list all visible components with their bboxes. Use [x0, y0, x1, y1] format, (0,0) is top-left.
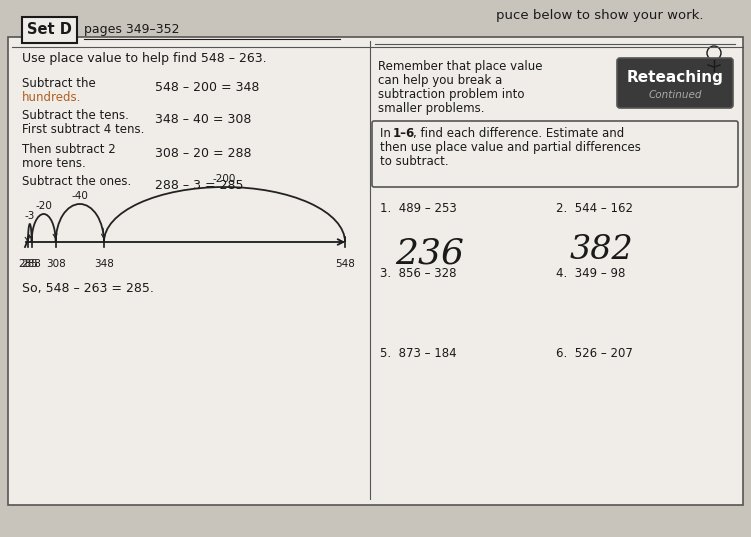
FancyBboxPatch shape: [22, 17, 77, 43]
Text: 382: 382: [570, 234, 634, 266]
Text: 1–6: 1–6: [393, 127, 415, 140]
Text: 3.  856 – 328: 3. 856 – 328: [380, 267, 457, 280]
Text: Subtract the tens.: Subtract the tens.: [22, 109, 129, 122]
Text: Use place value to help find 548 – 263.: Use place value to help find 548 – 263.: [22, 52, 267, 65]
Text: 236: 236: [395, 236, 464, 270]
Text: hundreds.: hundreds.: [22, 91, 81, 104]
Text: 285: 285: [18, 259, 38, 269]
Text: 288: 288: [22, 259, 41, 269]
Text: In: In: [380, 127, 394, 140]
Text: Then subtract 2: Then subtract 2: [22, 143, 116, 156]
Text: subtraction problem into: subtraction problem into: [378, 88, 524, 101]
FancyBboxPatch shape: [8, 37, 743, 505]
Text: pages 349–352: pages 349–352: [84, 24, 179, 37]
Text: Set D: Set D: [26, 23, 71, 38]
Text: smaller problems.: smaller problems.: [378, 102, 484, 115]
Text: can help you break a: can help you break a: [378, 74, 502, 87]
Text: -20: -20: [35, 201, 52, 211]
Text: So, 548 – 263 = 285.: So, 548 – 263 = 285.: [22, 282, 154, 295]
Text: -3: -3: [25, 211, 35, 221]
FancyBboxPatch shape: [0, 0, 751, 37]
Text: Subtract the: Subtract the: [22, 77, 95, 90]
Text: 308 – 20 = 288: 308 – 20 = 288: [155, 147, 252, 160]
Text: 6.  526 – 207: 6. 526 – 207: [556, 347, 633, 360]
Text: 348 – 40 = 308: 348 – 40 = 308: [155, 113, 252, 126]
Text: -200: -200: [213, 174, 236, 184]
Text: Continued: Continued: [648, 90, 701, 100]
Text: Subtract the ones.: Subtract the ones.: [22, 175, 131, 188]
Text: 5.  873 – 184: 5. 873 – 184: [380, 347, 457, 360]
Text: to subtract.: to subtract.: [380, 155, 448, 168]
Text: 2.  544 – 162: 2. 544 – 162: [556, 202, 633, 215]
Text: First subtract 4 tens.: First subtract 4 tens.: [22, 123, 144, 136]
FancyBboxPatch shape: [372, 121, 738, 187]
FancyBboxPatch shape: [617, 58, 733, 108]
Text: then use place value and partial differences: then use place value and partial differe…: [380, 141, 641, 154]
Text: , find each difference. Estimate and: , find each difference. Estimate and: [413, 127, 624, 140]
Text: -40: -40: [71, 191, 89, 201]
Text: 548 – 200 = 348: 548 – 200 = 348: [155, 81, 259, 94]
Text: more tens.: more tens.: [22, 157, 86, 170]
Text: puce below to show your work.: puce below to show your work.: [496, 9, 704, 21]
Text: 308: 308: [46, 259, 65, 269]
Text: Remember that place value: Remember that place value: [378, 60, 542, 73]
Text: 1.  489 – 253: 1. 489 – 253: [380, 202, 457, 215]
Text: 348: 348: [94, 259, 114, 269]
Text: 548: 548: [335, 259, 355, 269]
Text: 288 – 3 = 285: 288 – 3 = 285: [155, 179, 243, 192]
Text: 4.  349 – 98: 4. 349 – 98: [556, 267, 626, 280]
Text: Reteaching: Reteaching: [626, 70, 723, 85]
